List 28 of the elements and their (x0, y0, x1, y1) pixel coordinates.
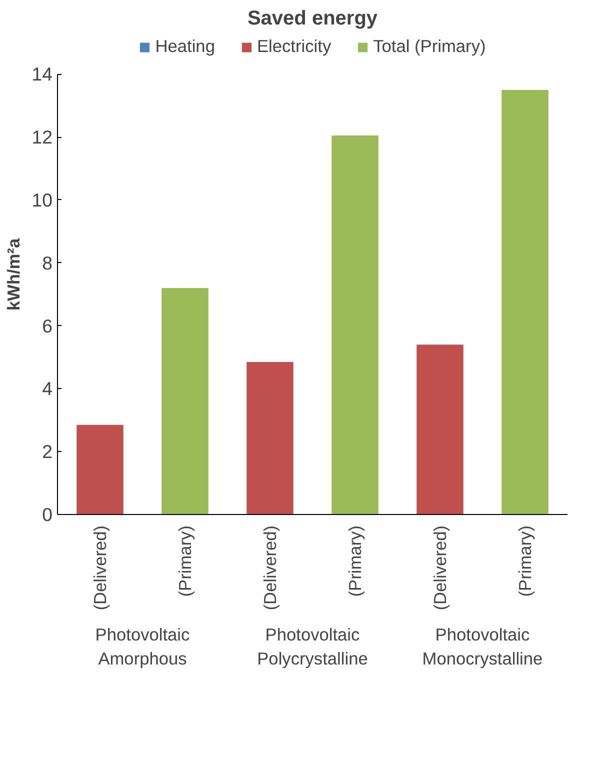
legend-label: Electricity (256, 36, 332, 57)
bar (502, 90, 548, 514)
x-tick-label: (Delivered) (260, 525, 280, 610)
x-tick-label: (Primary) (345, 525, 365, 597)
bar (246, 362, 294, 514)
text: Photovoltaic Amorphous (95, 624, 190, 668)
x-tick-label: (Primary) (175, 525, 195, 597)
y-axis-title: kWh/m²a (4, 238, 24, 311)
y-tick-label: 4 (42, 378, 53, 400)
y-tick-label: 8 (42, 252, 53, 274)
x-tick-label: (Primary) (515, 525, 535, 597)
text: Photovoltaic Monocrystalline (422, 624, 543, 668)
legend-label: Total (Primary) (373, 36, 486, 57)
bar (332, 135, 378, 514)
chart-title: Saved energy (247, 8, 378, 30)
x-tick-label: (Delivered) (430, 525, 450, 610)
y-tick-label: 0 (42, 504, 53, 525)
bar (76, 424, 124, 514)
bar (162, 288, 208, 514)
text: Photovoltaic Polycrystalline (257, 624, 368, 668)
y-tick-label: 2 (42, 441, 53, 462)
y-tick-label: 14 (32, 64, 53, 85)
y-tick-label: 6 (42, 315, 53, 336)
y-tick-label: 12 (32, 126, 53, 148)
y-tick-label: 10 (32, 189, 53, 210)
bar (416, 344, 464, 514)
x-tick-label: (Delivered) (90, 525, 110, 610)
legend-label: Heating (155, 36, 215, 57)
